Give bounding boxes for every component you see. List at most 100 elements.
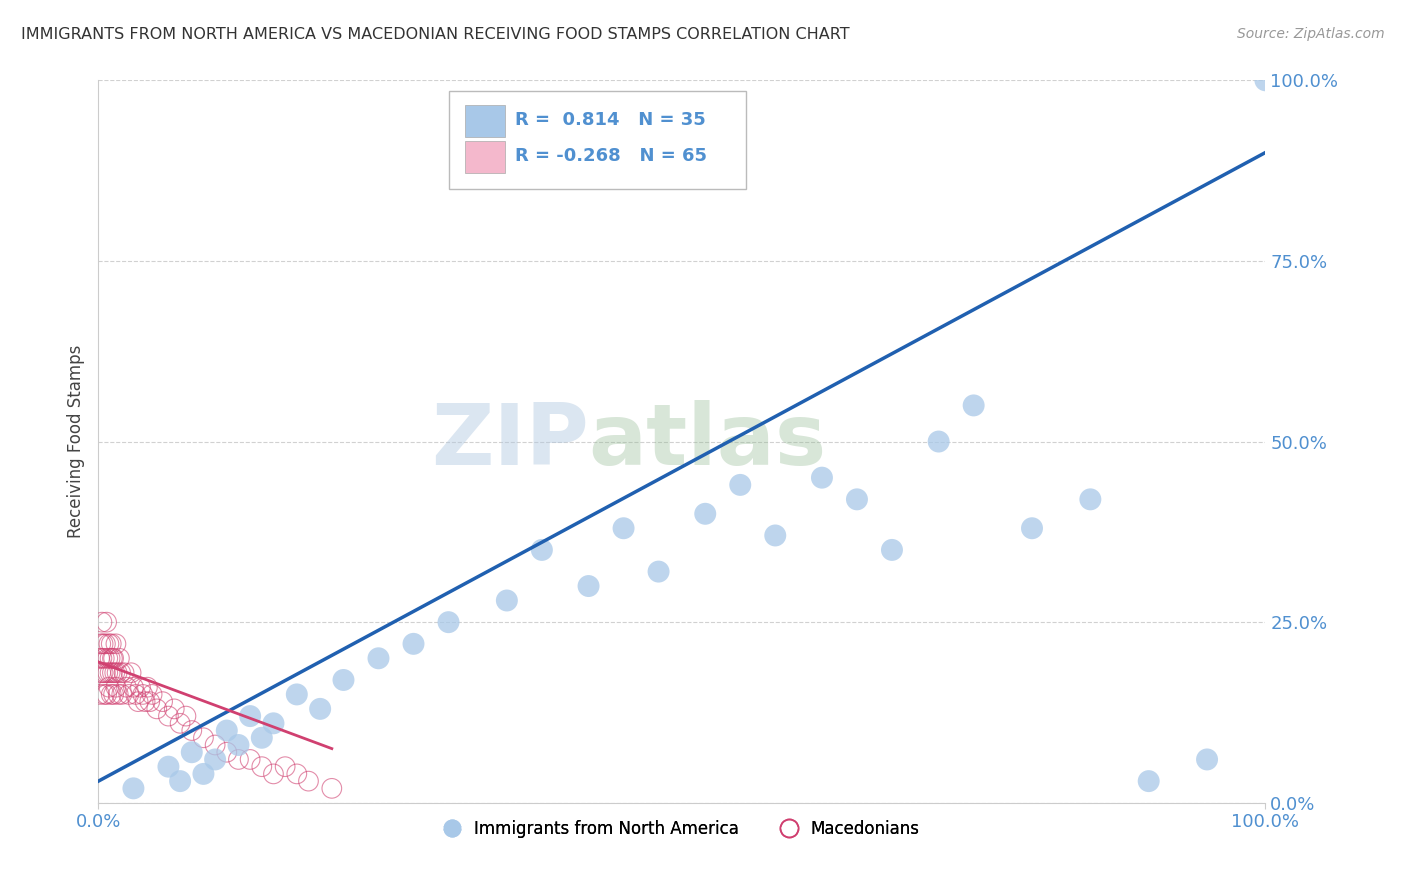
Point (97, 651, 120, 665)
Point (846, 492, 869, 507)
Point (169, 716, 191, 731)
Point (1195, 752, 1218, 766)
Point (215, 723, 238, 738)
Point (239, 752, 262, 766)
Point (90, 637, 112, 651)
Point (120, 665, 142, 680)
Point (122, 781, 145, 796)
Point (122, 680, 145, 694)
Point (89, 651, 111, 665)
Point (96, 687, 118, 701)
Point (811, 470, 834, 484)
Point (90, 665, 112, 680)
Text: ZIP: ZIP (430, 400, 589, 483)
Point (262, 716, 284, 731)
Point (94, 637, 117, 651)
Point (250, 731, 273, 745)
Point (250, 760, 273, 774)
Point (96, 615, 118, 630)
Point (321, 781, 343, 796)
Point (285, 687, 308, 701)
Point (118, 687, 141, 701)
Point (104, 665, 127, 680)
Point (134, 695, 156, 709)
Point (228, 752, 250, 766)
Point (110, 665, 132, 680)
Point (193, 731, 215, 745)
Point (105, 665, 128, 680)
Text: IMMIGRANTS FROM NORTH AMERICA VS MACEDONIAN RECEIVING FOOD STAMPS CORRELATION CH: IMMIGRANTS FROM NORTH AMERICA VS MACEDON… (21, 27, 849, 42)
Point (530, 542, 553, 557)
Point (98, 665, 121, 680)
Point (97, 680, 120, 694)
Point (174, 709, 197, 723)
Point (239, 709, 262, 723)
FancyBboxPatch shape (449, 91, 747, 189)
Point (97, 665, 120, 680)
Point (157, 760, 180, 774)
Legend: Immigrants from North America, Macedonians: Immigrants from North America, Macedonia… (437, 814, 927, 845)
Point (94, 665, 117, 680)
Point (127, 695, 149, 709)
Point (103, 651, 125, 665)
Point (180, 723, 202, 738)
Point (962, 398, 984, 412)
Point (309, 702, 332, 716)
FancyBboxPatch shape (465, 141, 505, 173)
Point (262, 767, 284, 781)
Point (90, 615, 112, 630)
Point (129, 680, 152, 694)
Text: atlas: atlas (589, 400, 827, 483)
Point (104, 680, 127, 694)
Point (367, 651, 389, 665)
Point (730, 478, 752, 492)
Point (437, 615, 460, 630)
Point (104, 637, 127, 651)
Point (90, 651, 112, 665)
Point (647, 565, 669, 579)
Point (163, 702, 186, 716)
Point (146, 702, 169, 716)
Point (112, 665, 135, 680)
Point (100, 687, 122, 701)
Point (1080, 492, 1102, 507)
Point (695, 507, 717, 521)
Point (1137, 774, 1160, 789)
FancyBboxPatch shape (465, 105, 505, 136)
Point (136, 680, 159, 694)
Point (89, 687, 111, 701)
Point (93, 651, 115, 665)
Point (204, 752, 226, 766)
Point (157, 709, 180, 723)
Point (402, 637, 425, 651)
Point (103, 687, 125, 701)
Point (101, 651, 124, 665)
Point (132, 687, 155, 701)
Text: Source: ZipAtlas.com: Source: ZipAtlas.com (1237, 27, 1385, 41)
Point (204, 738, 226, 752)
Point (496, 593, 519, 607)
Point (125, 687, 148, 701)
Point (169, 774, 191, 789)
Point (107, 687, 129, 701)
Point (93, 687, 115, 701)
Point (98, 651, 121, 665)
Point (180, 745, 202, 759)
Text: R =  0.814   N = 35: R = 0.814 N = 35 (515, 111, 706, 129)
Point (1021, 521, 1043, 535)
Point (97, 637, 120, 651)
Point (1254, 73, 1277, 87)
Point (141, 687, 163, 701)
Point (115, 680, 138, 694)
Point (274, 760, 297, 774)
Point (101, 665, 124, 680)
Point (613, 521, 636, 535)
Point (139, 695, 162, 709)
Point (91, 665, 114, 680)
Point (578, 579, 600, 593)
Y-axis label: Receiving Food Stamps: Receiving Food Stamps (66, 345, 84, 538)
Point (228, 738, 250, 752)
Point (193, 767, 215, 781)
Point (91, 637, 114, 651)
Point (332, 673, 354, 687)
